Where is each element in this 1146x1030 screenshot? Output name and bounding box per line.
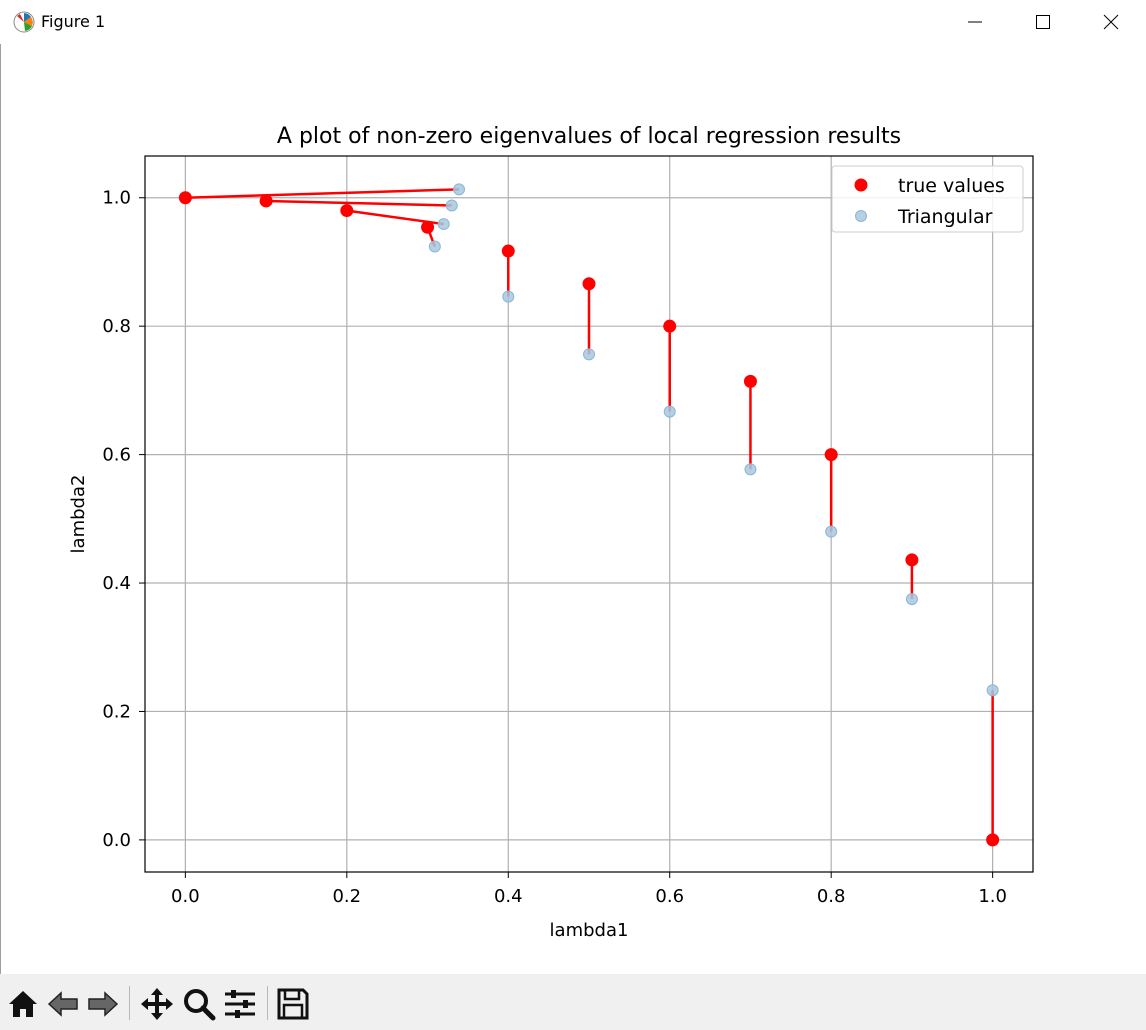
- true-value-point: [986, 833, 1000, 847]
- axis-ticks: 0.0 0.2 0.4 0.6 0.8 1.0 0.0 0.2 0.4 0.6 0.8 1.0: [102, 188, 1007, 907]
- y-tick-label: 0.2: [102, 701, 131, 722]
- true-value-point: [340, 204, 354, 218]
- true-value-point: [421, 220, 435, 234]
- x-tick-label: 0.8: [817, 886, 846, 907]
- triangular-point: [502, 290, 515, 303]
- back-button[interactable]: [45, 986, 81, 1022]
- x-tick-label: 0.0: [171, 886, 200, 907]
- close-button[interactable]: [1076, 0, 1146, 44]
- triangular-point: [437, 218, 450, 231]
- x-tick-label: 0.4: [494, 886, 523, 907]
- data-points: [178, 183, 1000, 847]
- zoom-button[interactable]: [181, 986, 217, 1022]
- legend-marker-true-values: [854, 178, 868, 192]
- forward-arrow-icon: [88, 991, 119, 1017]
- true-value-point: [824, 448, 838, 462]
- home-button[interactable]: [5, 986, 41, 1022]
- y-tick-label: 0.0: [102, 830, 131, 851]
- true-value-point: [743, 374, 757, 388]
- triangular-point: [583, 348, 595, 361]
- connector-lines: [185, 188, 994, 840]
- plot-frame: [144, 155, 1034, 873]
- pan-button[interactable]: [139, 986, 175, 1022]
- x-tick-label: 0.6: [655, 886, 684, 907]
- grid-lines: [145, 156, 1033, 872]
- back-arrow-icon: [47, 991, 78, 1017]
- triangular-point: [825, 525, 838, 538]
- x-tick-label: 0.2: [332, 886, 361, 907]
- true-value-point: [663, 319, 677, 333]
- true-value-point: [501, 244, 515, 258]
- triangular-point: [428, 240, 441, 253]
- chart-title: A plot of non-zero eigenvalues of local …: [277, 124, 901, 149]
- navigation-toolbar: [0, 974, 1146, 1030]
- legend: true values Triangular: [831, 165, 1024, 233]
- y-tick-label: 0.6: [102, 445, 131, 466]
- configure-subplots-button[interactable]: [222, 986, 258, 1022]
- toolbar-separator: [129, 986, 130, 1020]
- window-titlebar: Figure 1: [0, 0, 1146, 44]
- configure-subplots-icon: [225, 990, 255, 1018]
- x-axis-label: lambda1: [550, 920, 629, 941]
- window-title: Figure 1: [41, 12, 106, 31]
- triangular-point: [453, 183, 466, 196]
- save-floppy-icon: [277, 988, 309, 1020]
- true-value-point: [178, 191, 192, 205]
- legend-label: Triangular: [897, 206, 993, 228]
- toolbar-separator: [267, 986, 268, 1020]
- y-tick-label: 1.0: [102, 188, 131, 209]
- minimize-button[interactable]: [940, 0, 1010, 44]
- triangular-point: [663, 405, 676, 418]
- connector-line: [185, 188, 460, 199]
- pan-move-icon: [141, 988, 173, 1020]
- triangular-point: [905, 593, 918, 606]
- window-border: [0, 44, 1, 974]
- close-icon: [1103, 14, 1119, 30]
- y-tick-label: 0.8: [102, 316, 131, 337]
- legend-box: [831, 165, 1024, 233]
- maximize-icon: [1036, 15, 1050, 29]
- legend-marker-triangular: [855, 210, 867, 222]
- connector-line: [266, 199, 452, 207]
- true-value-point: [582, 277, 596, 291]
- forward-button[interactable]: [85, 986, 121, 1022]
- home-icon: [9, 991, 37, 1017]
- true-value-point: [905, 553, 919, 567]
- triangular-point: [986, 684, 999, 697]
- zoom-magnifier-icon: [184, 989, 216, 1021]
- x-tick-label: 1.0: [978, 886, 1007, 907]
- y-axis-label: lambda2: [68, 475, 89, 554]
- matplotlib-logo-icon: [13, 11, 35, 33]
- triangular-point: [744, 463, 757, 476]
- y-tick-label: 0.4: [102, 573, 131, 594]
- legend-label: true values: [898, 175, 1005, 197]
- triangular-point: [445, 199, 458, 212]
- chart-canvas: 0.0 0.2 0.4 0.6 0.8 1.0 0.0 0.2 0.4 0.6 0.8 1.0 A p…: [68, 124, 1034, 941]
- true-value-point: [259, 194, 273, 208]
- save-button[interactable]: [275, 986, 311, 1022]
- minimize-icon: [968, 21, 982, 23]
- maximize-button[interactable]: [1008, 0, 1078, 44]
